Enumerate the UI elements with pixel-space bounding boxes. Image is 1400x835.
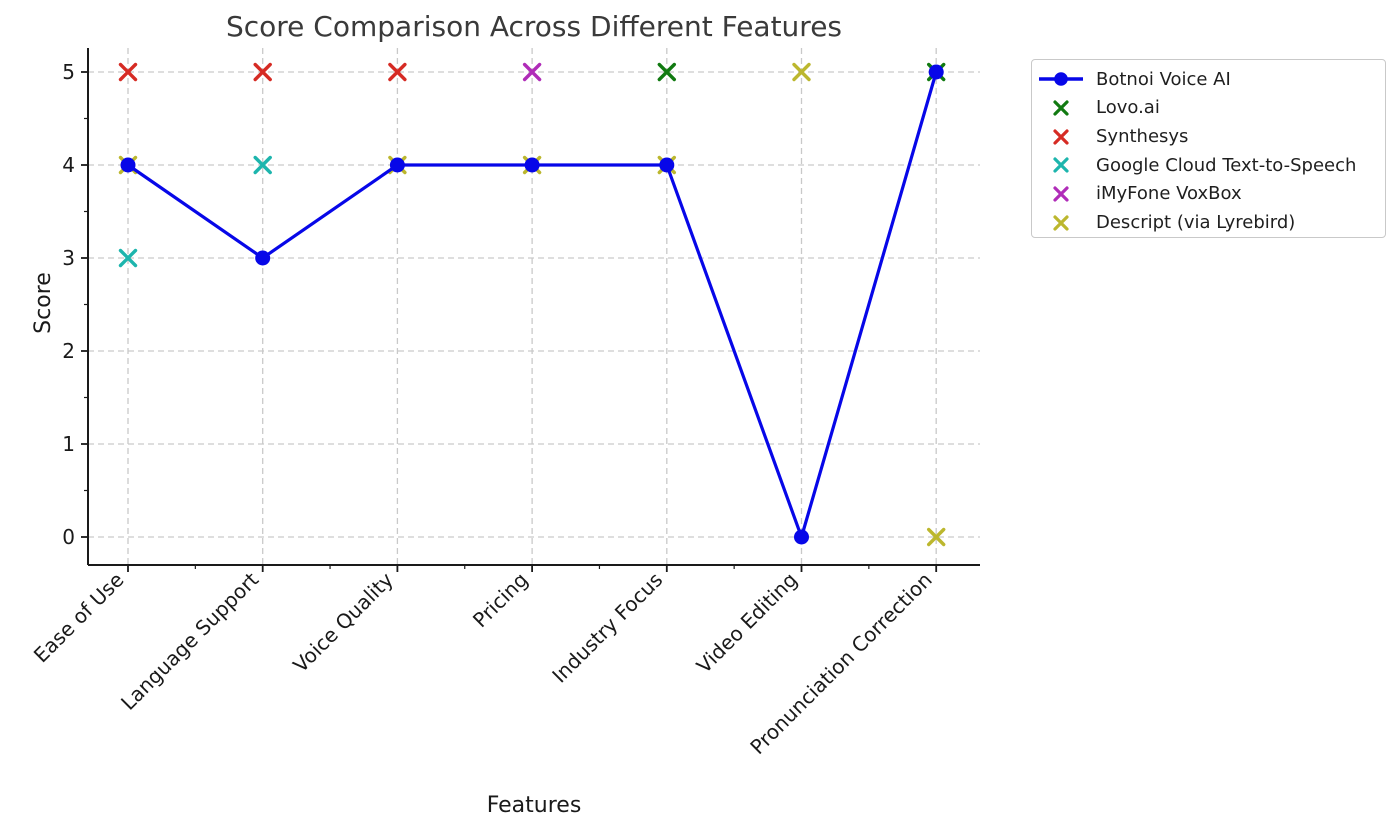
x-marker-data-point <box>253 62 272 82</box>
x-tick-label: Ease of Use <box>29 568 129 668</box>
legend: Botnoi Voice AI Lovo.ai Synthesys Google… <box>1031 59 1386 238</box>
circle-marker-data-point <box>928 64 944 80</box>
circle-marker-data-point <box>389 157 405 173</box>
legend-x-marker-icon <box>1038 212 1084 234</box>
legend-x-marker-icon <box>1038 183 1084 205</box>
y-tick-label: 0 <box>62 525 75 549</box>
x-tick-label: Voice Quality <box>288 567 398 677</box>
y-tick-label: 3 <box>62 246 75 270</box>
circle-marker-data-point <box>794 529 809 545</box>
legend-label: Botnoi Voice AI <box>1096 68 1231 90</box>
x-marker-data-point <box>118 62 138 82</box>
legend-label: Synthesys <box>1096 126 1189 148</box>
x-marker-data-point <box>388 62 407 82</box>
legend-item: Descript (via Lyrebird) <box>1038 209 1385 237</box>
x-marker-data-point <box>657 62 676 82</box>
legend-label: iMyFone VoxBox <box>1096 183 1242 205</box>
legend-x-marker-icon <box>1038 126 1084 148</box>
y-tick-label: 4 <box>62 153 75 177</box>
x-marker-data-point <box>792 62 811 82</box>
legend-item: Botnoi Voice AI <box>1038 65 1385 93</box>
x-marker-data-point <box>522 62 542 82</box>
chart-title: Score Comparison Across Different Featur… <box>225 10 843 43</box>
legend-item: Google Cloud Text-to-Speech <box>1038 151 1385 179</box>
circle-marker-data-point <box>255 250 271 266</box>
x-marker-data-point <box>253 155 272 175</box>
legend-item: Lovo.ai <box>1038 94 1385 122</box>
x-tick-label: Industry Focus <box>547 568 667 688</box>
y-axis-label: Score <box>31 272 56 334</box>
y-tick-label: 1 <box>62 432 75 456</box>
x-tick-label: Video Editing <box>692 568 802 678</box>
legend-x-marker-icon <box>1038 97 1084 119</box>
legend-label: Google Cloud Text-to-Speech <box>1096 154 1357 176</box>
y-tick-label: 5 <box>62 60 75 84</box>
legend-item: Synthesys <box>1038 123 1385 151</box>
legend-label: Descript (via Lyrebird) <box>1096 212 1296 234</box>
x-marker-data-point <box>927 527 946 547</box>
x-tick-label: Pricing <box>468 568 533 633</box>
x-axis-label: Features <box>487 793 582 818</box>
circle-marker-data-point <box>659 157 675 173</box>
x-tick-label: Language Support <box>116 567 263 714</box>
legend-item: iMyFone VoxBox <box>1038 180 1385 208</box>
legend-line-circle-marker-icon <box>1038 68 1084 90</box>
legend-label: Lovo.ai <box>1096 97 1160 119</box>
y-tick-label: 2 <box>62 339 75 363</box>
x-marker-data-point <box>118 248 138 268</box>
legend-x-marker-icon <box>1038 154 1084 176</box>
circle-marker-data-point <box>524 157 540 173</box>
circle-marker-data-point <box>120 157 136 173</box>
